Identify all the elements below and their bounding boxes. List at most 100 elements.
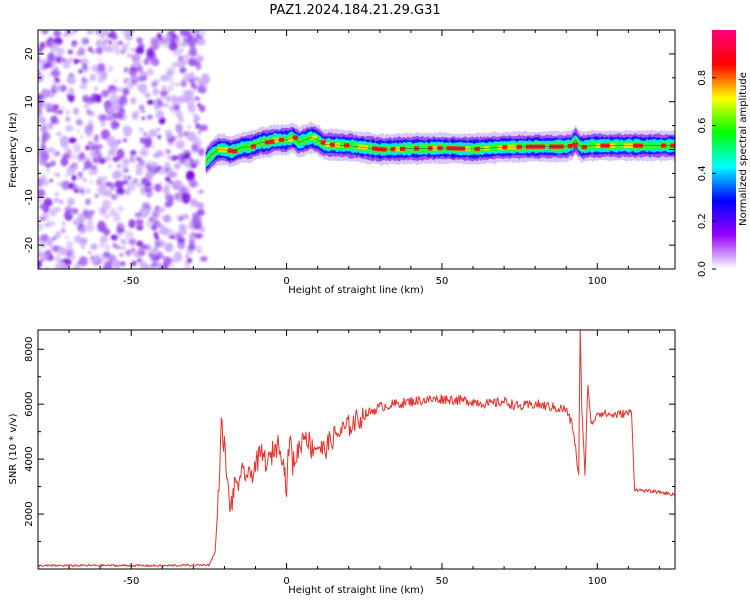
noise-speckle: [151, 81, 158, 88]
noise-speckle: [174, 179, 183, 189]
noise-speckle: [83, 64, 87, 70]
noise-speckle: [94, 86, 99, 91]
snr-ylabel: SNR (10 * v/v): [8, 413, 19, 484]
noise-speckle: [90, 165, 98, 170]
noise-speckle: [71, 174, 77, 181]
noise-speckle: [147, 162, 156, 172]
noise-speckle: [89, 180, 94, 185]
noise-speckle: [106, 135, 116, 147]
noise-speckle: [171, 61, 179, 68]
noise-speckle: [50, 160, 56, 167]
noise-speckle: [156, 32, 163, 40]
noise-speckle: [125, 30, 135, 35]
noise-speckle: [197, 38, 206, 46]
noise-speckle: [59, 199, 63, 204]
noise-speckle: [198, 189, 204, 194]
noise-speckle: [72, 30, 78, 33]
noise-speckle: [47, 147, 55, 153]
noise-speckle: [114, 47, 121, 56]
ridge-peak: [358, 144, 364, 149]
noise-speckle: [45, 266, 49, 269]
noise-speckle: [177, 41, 186, 48]
noise-speckle: [152, 88, 160, 96]
noise-speckle: [104, 212, 110, 220]
noise-speckle: [143, 137, 153, 149]
noise-speckle: [77, 174, 83, 180]
noise-speckle: [182, 90, 189, 96]
noise-speckle: [98, 57, 103, 62]
noise-speckle: [134, 212, 142, 218]
noise-speckle: [67, 197, 75, 206]
noise-speckle: [78, 68, 83, 74]
noise-speckle: [183, 158, 194, 169]
noise-speckle: [76, 121, 80, 125]
noise-speckle: [138, 127, 145, 133]
snr-x-ticks: -50 0 50 100: [37, 330, 660, 587]
ridge-peak: [227, 148, 233, 153]
noise-speckle: [168, 41, 178, 51]
noise-speckle: [73, 184, 79, 190]
noise-speckle: [67, 49, 73, 55]
noise-speckle: [64, 173, 69, 177]
noise-speckle: [155, 110, 165, 119]
noise-speckle: [38, 188, 46, 198]
noise-speckle: [50, 115, 59, 125]
noise-speckle: [170, 94, 178, 100]
noise-speckle: [66, 166, 76, 176]
noise-speckle: [128, 219, 136, 229]
noise-speckle: [53, 54, 57, 59]
noise-speckle: [165, 149, 171, 155]
noise-speckle: [119, 95, 128, 106]
noise-speckle: [38, 64, 47, 72]
noise-speckle: [85, 145, 90, 151]
noise-speckle: [154, 184, 162, 193]
noise-speckle: [132, 250, 141, 258]
noise-speckle: [73, 43, 78, 47]
y-tick-label: 8000: [24, 337, 35, 362]
noise-speckle: [56, 230, 61, 235]
noise-speckle: [174, 136, 178, 140]
y-tick-label: 4000: [24, 446, 35, 471]
noise-speckle: [44, 222, 51, 228]
noise-speckle: [165, 167, 169, 171]
noise-speckle: [171, 82, 175, 86]
noise-speckle: [124, 230, 134, 241]
noise-speckle: [147, 265, 152, 269]
noise-speckle: [143, 132, 147, 136]
noise-speckle: [129, 155, 135, 162]
noise-speckle: [150, 37, 158, 46]
noise-speckle: [38, 116, 47, 125]
noise-speckle: [123, 180, 128, 185]
x-tick-label: 0: [283, 276, 289, 287]
noise-speckle: [135, 168, 143, 176]
noise-speckle: [152, 152, 160, 158]
noise-speckle: [92, 158, 97, 163]
noise-speckle: [85, 221, 95, 233]
noise-speckle: [53, 197, 60, 203]
noise-speckle: [60, 157, 69, 167]
ridge-peak: [320, 140, 327, 145]
noise-speckle: [109, 208, 117, 217]
noise-speckle: [167, 75, 174, 83]
noise-speckle: [86, 109, 91, 115]
noise-speckle: [38, 136, 41, 143]
noise-speckle: [170, 263, 175, 269]
noise-speckle: [137, 76, 144, 82]
noise-speckle: [139, 260, 147, 269]
noise-speckle: [119, 261, 126, 267]
noise-speckle: [100, 235, 109, 244]
x-tick-label: -50: [123, 576, 139, 587]
noise-speckle: [122, 164, 129, 171]
noise-speckle: [188, 57, 197, 67]
noise-speckle: [112, 171, 121, 180]
noise-speckle: [153, 231, 159, 238]
x-tick-label: 0: [283, 576, 289, 587]
noise-speckle: [98, 33, 105, 39]
noise-speckle: [130, 48, 135, 52]
noise-speckle: [44, 122, 54, 131]
colorbar-tick-label: 0.8: [697, 70, 708, 86]
noise-speckle: [45, 250, 51, 255]
noise-speckle: [61, 264, 67, 269]
noise-speckle: [191, 143, 199, 153]
